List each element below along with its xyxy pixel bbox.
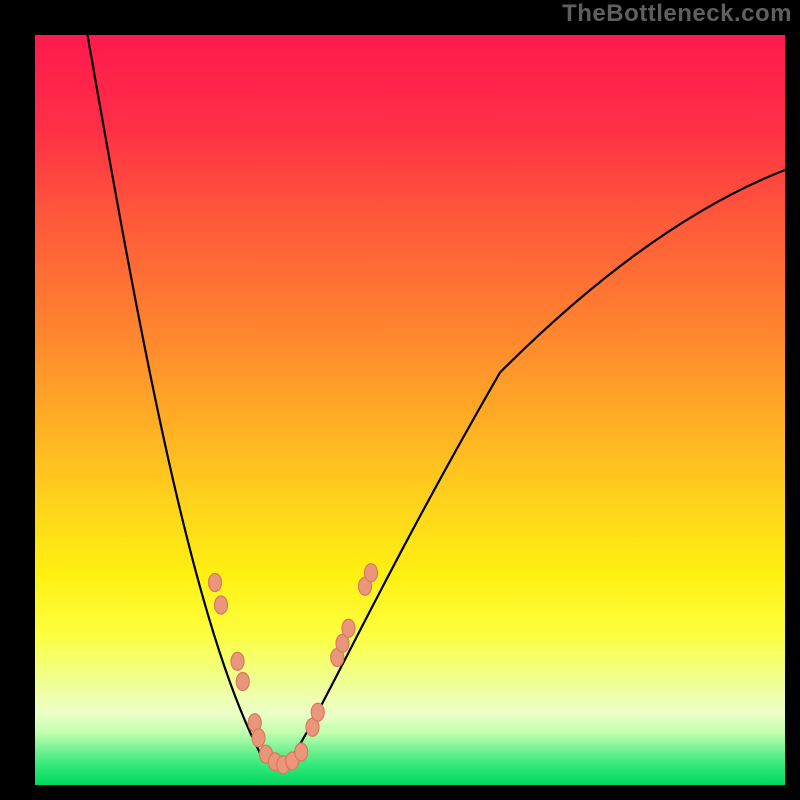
data-marker (252, 729, 265, 747)
chart-frame: TheBottleneck.com (0, 0, 800, 800)
data-marker (295, 743, 308, 761)
watermark-text: TheBottleneck.com (562, 0, 792, 28)
data-marker (231, 652, 244, 670)
data-marker (342, 619, 355, 637)
data-marker (365, 564, 378, 582)
data-marker (236, 673, 249, 691)
data-marker (311, 703, 324, 721)
gradient-background (35, 35, 785, 785)
data-marker (209, 574, 222, 592)
bottleneck-chart (0, 0, 800, 800)
data-marker (215, 596, 228, 614)
